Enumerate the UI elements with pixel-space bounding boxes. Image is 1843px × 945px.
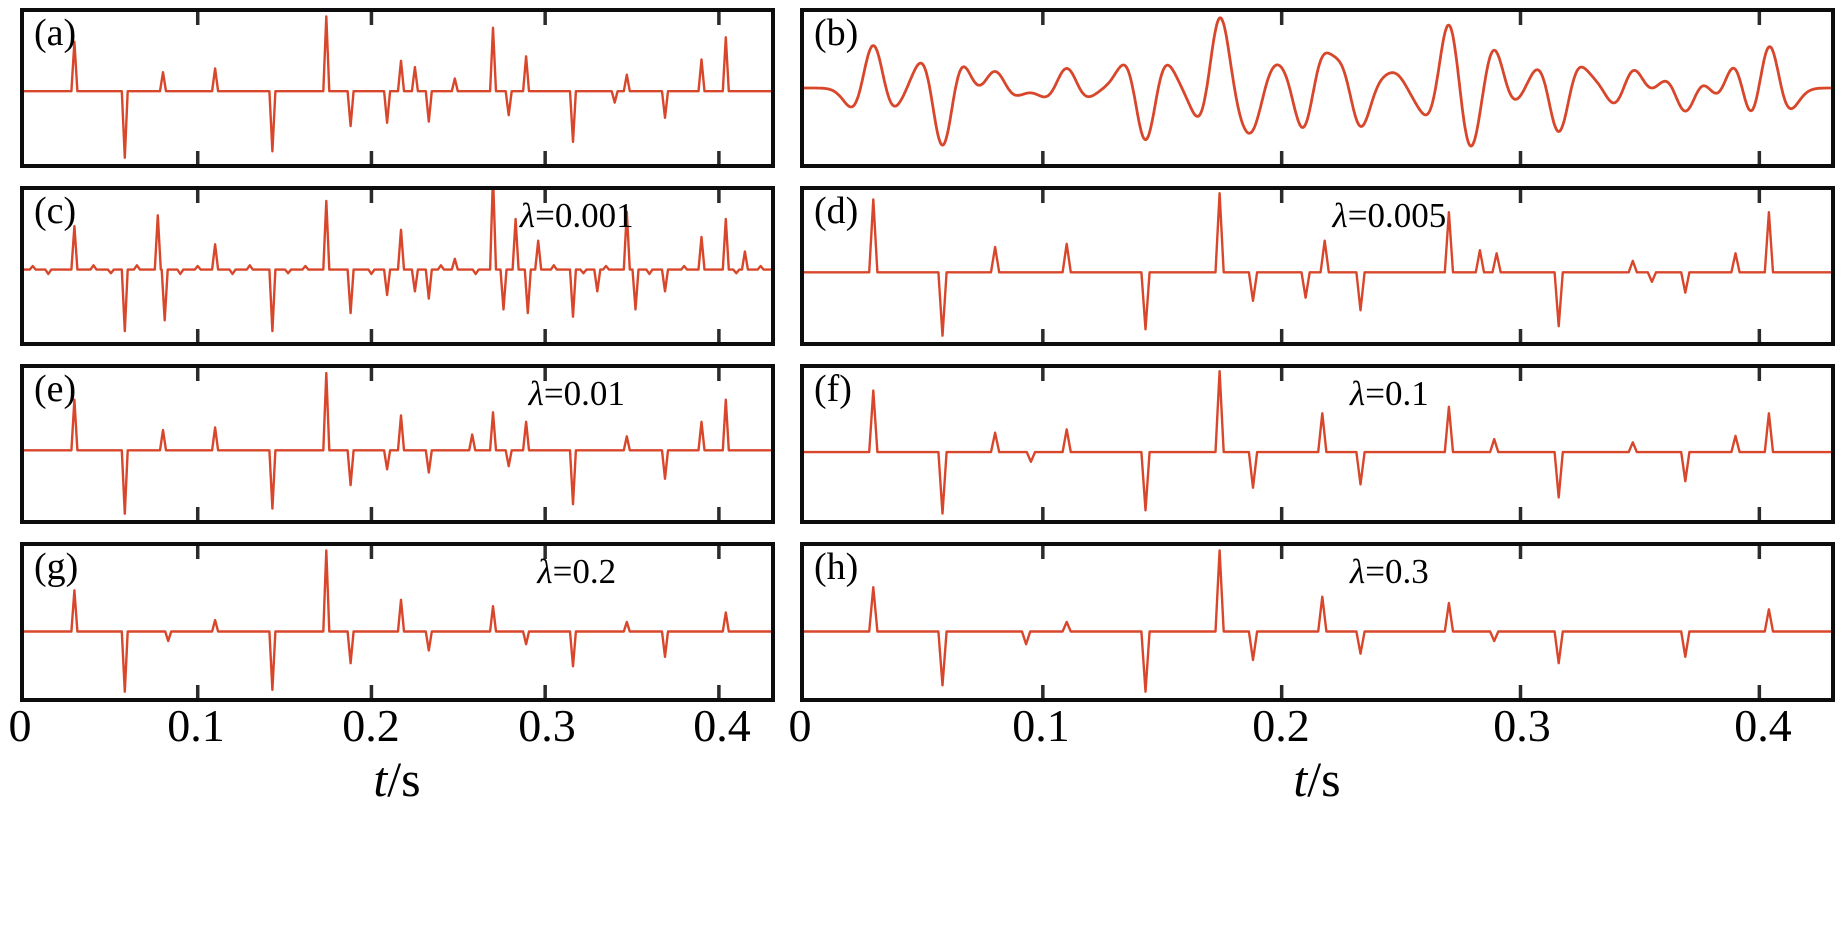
panel-e: (e) λ=0.01 (20, 364, 775, 524)
x-axis-title-right: t/s (1293, 752, 1340, 807)
x-axis-unit: /s (1307, 751, 1341, 807)
x-tick-label: 0.1 (167, 700, 225, 751)
waveform-e (24, 368, 771, 520)
x-axis-variable: t (1293, 751, 1308, 807)
lambda-symbol: λ (519, 196, 536, 235)
panel-c: (c) λ=0.001 (20, 186, 775, 346)
x-tick-label: 0.1 (1012, 700, 1070, 751)
panel-d: (d) λ=0.005 (800, 186, 1835, 346)
x-tick-label: 0.2 (342, 700, 400, 751)
panel-a: (a) (20, 8, 775, 168)
lambda-value: =0.01 (543, 374, 625, 413)
waveform-f (804, 368, 1831, 520)
lambda-label-g: λ=0.2 (537, 552, 616, 592)
waveform-b (804, 12, 1831, 164)
waveform-h (804, 546, 1831, 698)
panel-h: (h) λ=0.3 (800, 542, 1835, 702)
lambda-symbol: λ (1350, 552, 1366, 591)
panel-label-a: (a) (34, 12, 77, 54)
lambda-value: =0.005 (1347, 196, 1447, 235)
x-axis-unit: /s (387, 751, 421, 807)
panel-f: (f) λ=0.1 (800, 364, 1835, 524)
lambda-label-h: λ=0.3 (1350, 552, 1429, 592)
x-tick-label: 0 (788, 700, 812, 751)
x-axis-title-left: t/s (373, 752, 420, 807)
x-tick-label: 0.2 (1252, 700, 1310, 751)
lambda-value: =0.001 (535, 196, 634, 235)
panel-label-e: (e) (34, 368, 77, 410)
waveform-c (24, 190, 771, 342)
panel-label-b: (b) (814, 12, 859, 54)
lambda-label-f: λ=0.1 (1350, 374, 1429, 414)
waveform-g (24, 546, 771, 698)
lambda-label-c: λ=0.001 (520, 196, 634, 236)
waveform-a (24, 12, 771, 164)
panel-label-c: (c) (34, 190, 77, 232)
lambda-symbol: λ (1350, 374, 1366, 413)
lambda-symbol: λ (537, 552, 553, 591)
lambda-symbol: λ (1332, 196, 1348, 235)
x-tick-label: 0.3 (518, 700, 576, 751)
lambda-symbol: λ (528, 374, 544, 413)
x-tick-label: 0.3 (1493, 700, 1551, 751)
lambda-value: =0.1 (1365, 374, 1429, 413)
panel-label-h: (h) (814, 546, 859, 588)
x-tick-label: 0.4 (1734, 700, 1792, 751)
lambda-value: =0.3 (1365, 552, 1429, 591)
panel-b: (b) (800, 8, 1835, 168)
x-tick-label: 0 (8, 700, 32, 751)
lambda-label-d: λ=0.005 (1333, 196, 1447, 236)
panel-g: (g) λ=0.2 (20, 542, 775, 702)
lambda-value: =0.2 (552, 552, 617, 591)
panel-label-f: (f) (814, 368, 852, 410)
lambda-label-e: λ=0.01 (529, 374, 625, 414)
x-axis-variable: t (373, 751, 388, 807)
panel-label-d: (d) (814, 190, 859, 232)
panel-label-g: (g) (34, 546, 79, 588)
waveform-d (804, 190, 1831, 342)
x-tick-label: 0.4 (693, 700, 751, 751)
